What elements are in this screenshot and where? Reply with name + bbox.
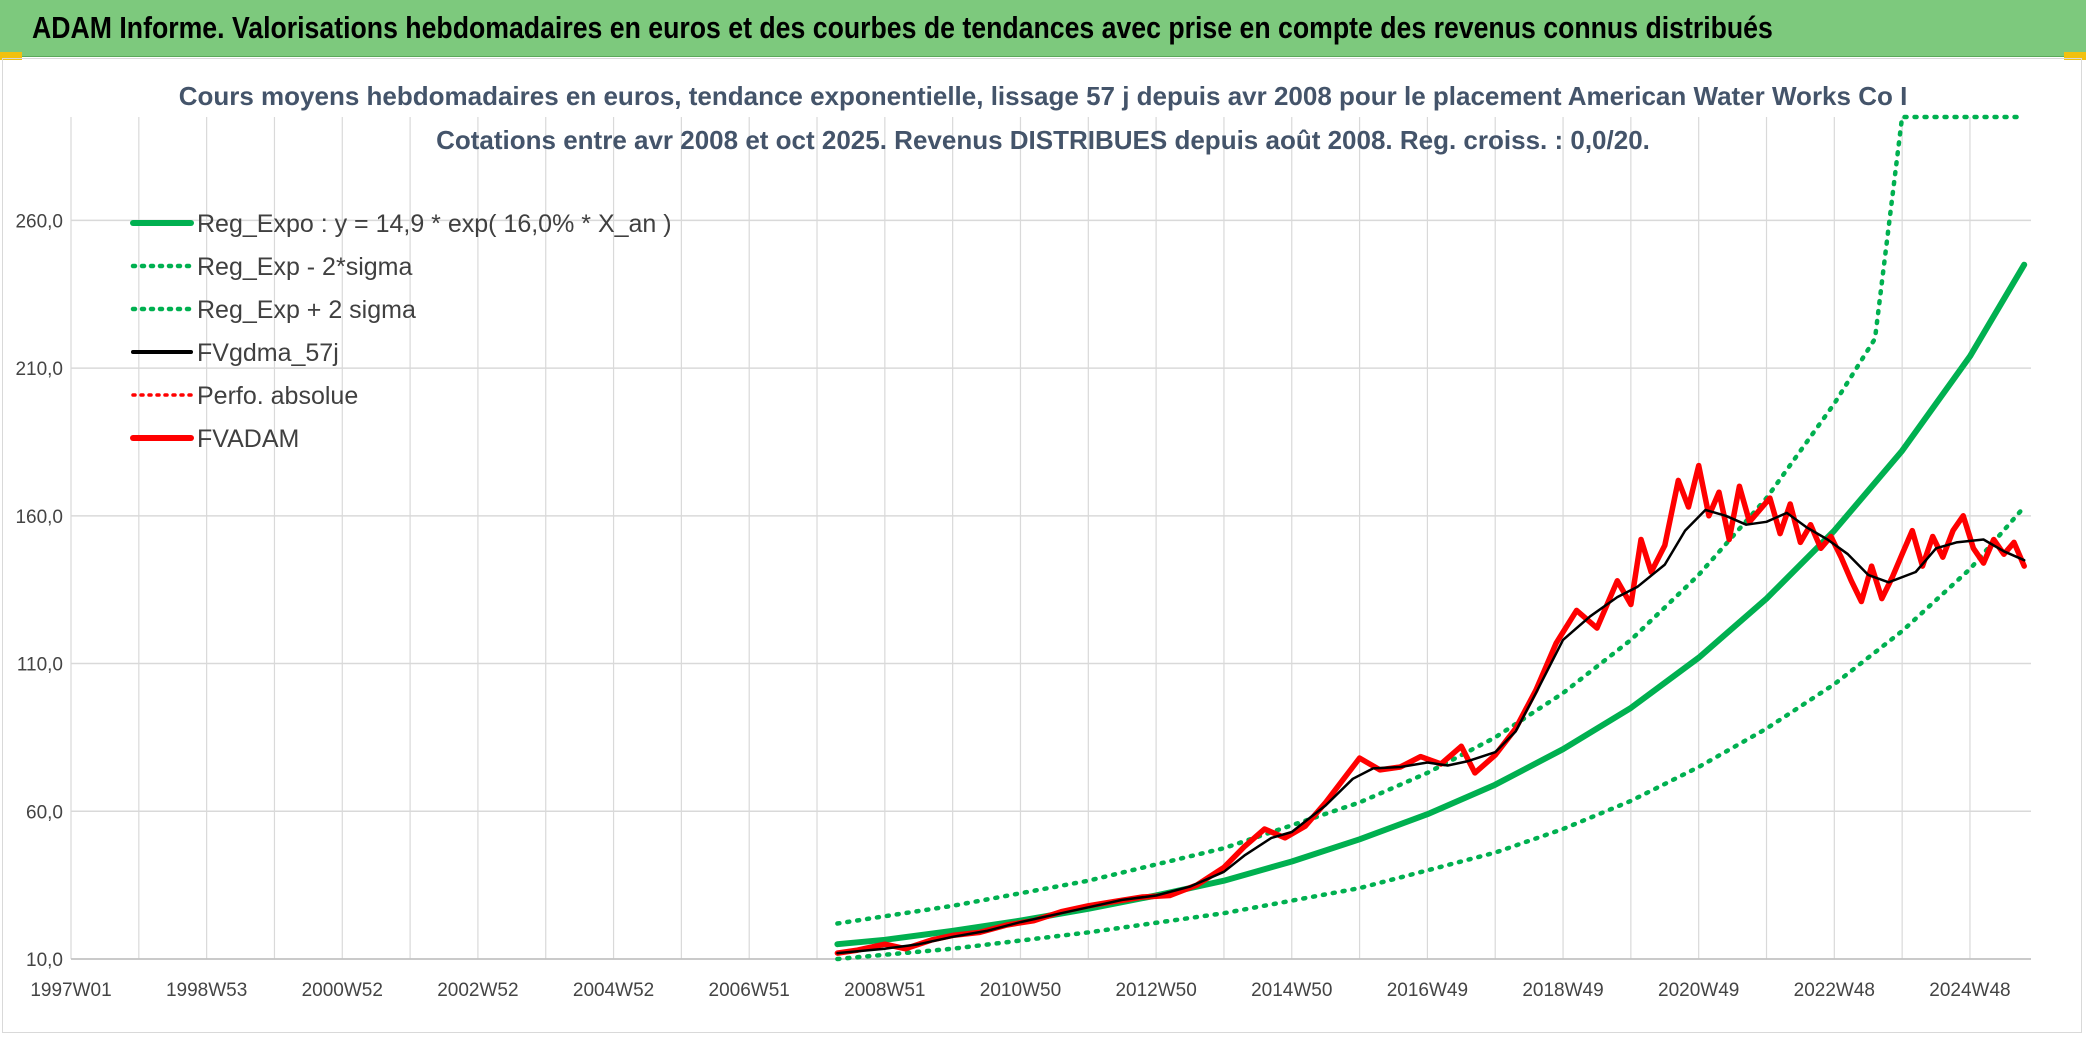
y-tick-label: 110,0 (17, 655, 63, 676)
legend-label: FVgdma_57j (197, 339, 339, 367)
y-tick-label: 260,0 (15, 211, 63, 232)
x-tick-label: 2024W48 (1929, 980, 2010, 1001)
x-tick-label: 2004W52 (573, 980, 654, 1001)
legend-label: Reg_Expo : y = 14,9 * exp( 16,0% * X_an … (197, 210, 672, 238)
legend-label: FVADAM (197, 425, 299, 453)
x-axis: 1997W01 1998W53 2000W52 2002W52 2004W52 2006W… (30, 980, 2010, 1001)
x-tick-label: 2008W51 (844, 980, 925, 1001)
chart-area: Cours moyens hebdomadaires en euros, ten… (2, 58, 2082, 1033)
series-reg-exp-plus-2sigma (835, 114, 2027, 926)
corner-marker-right (2064, 52, 2086, 60)
legend-label: Reg_Exp - 2*sigma (197, 253, 412, 281)
report-banner: ADAM Informe. Valorisations hebdomadaire… (0, 0, 2086, 57)
x-tick-label: 2018W49 (1522, 980, 1603, 1001)
chart-title-line-1: Cours moyens hebdomadaires en euros, ten… (179, 81, 1908, 111)
y-axis: 10,0 60,0 110,0 160,0 210,0 260,0 (15, 211, 63, 971)
series-layer (834, 114, 2028, 962)
series-reg-exp-minus-2sigma (835, 504, 2027, 962)
y-tick-label: 60,0 (26, 802, 63, 823)
x-tick-label: 2000W52 (302, 980, 383, 1001)
series-fvadam (834, 462, 2027, 956)
x-tick-label: 2002W52 (437, 980, 518, 1001)
x-tick-label: 2020W49 (1658, 980, 1739, 1001)
valuation-chart: Cours moyens hebdomadaires en euros, ten… (15, 81, 2031, 1001)
series-fvgdma-57j (836, 508, 2026, 955)
x-tick-label: 2022W48 (1794, 980, 1875, 1001)
grid-lines (70, 117, 2031, 960)
x-tick-label: 2012W50 (1115, 980, 1196, 1001)
y-tick-label: 210,0 (15, 359, 63, 380)
chart-title-line-2: Cotations entre avr 2008 et oct 2025. Re… (436, 125, 1650, 155)
x-tick-label: 2016W49 (1387, 980, 1468, 1001)
chart-legend: Reg_Expo : y = 14,9 * exp( 16,0% * X_an … (130, 210, 672, 453)
x-tick-label: 2010W50 (980, 980, 1061, 1001)
legend-label: Perfo. absolue (197, 382, 358, 410)
y-tick-label: 10,0 (26, 950, 63, 971)
legend-label: Reg_Exp + 2 sigma (197, 296, 416, 324)
y-tick-label: 160,0 (15, 507, 63, 528)
x-tick-label: 1998W53 (166, 980, 247, 1001)
x-tick-label: 2006W51 (709, 980, 790, 1001)
report-title: ADAM Informe. Valorisations hebdomadaire… (32, 10, 1773, 45)
series-reg-expo (834, 261, 2028, 948)
corner-marker-left (0, 52, 22, 60)
x-tick-label: 2014W50 (1251, 980, 1332, 1001)
x-tick-label: 1997W01 (30, 980, 111, 1001)
